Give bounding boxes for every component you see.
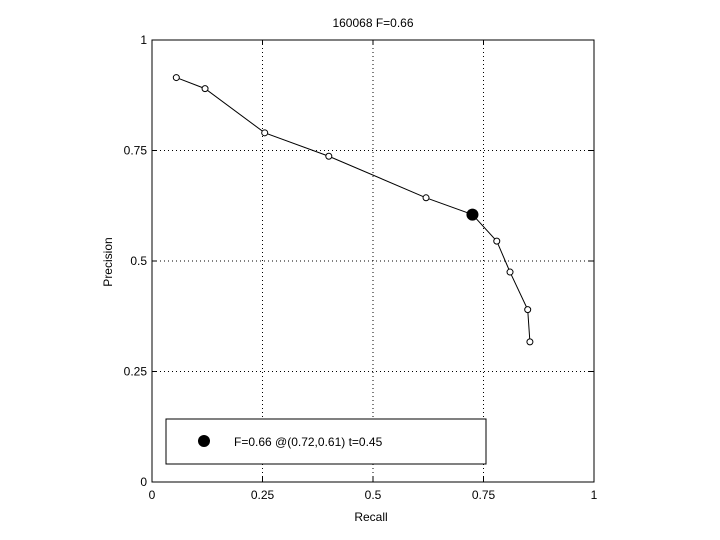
legend: F=0.66 @(0.72,0.61) t=0.45	[165, 418, 487, 465]
legend-label: F=0.66 @(0.72,0.61) t=0.45	[234, 435, 383, 449]
x-tick-label: 0.5	[365, 488, 382, 502]
axis-ticks	[151, 39, 595, 483]
data-point	[526, 338, 534, 346]
y-tick-label: 0	[140, 475, 147, 489]
data-point	[506, 268, 514, 276]
data-point	[172, 74, 180, 82]
grid-lines	[152, 40, 594, 482]
data-point	[493, 237, 501, 245]
y-tick-label: 0.75	[124, 144, 148, 158]
x-tick-label: 0.75	[472, 488, 496, 502]
legend-box	[165, 418, 487, 465]
pr-series	[172, 74, 534, 346]
axis-tick-labels: 0 0.25 0.5 0.75 1 0 0.25 0.5 0.75 1	[124, 33, 598, 502]
data-point	[422, 194, 430, 202]
data-point	[325, 152, 333, 160]
data-point	[524, 306, 532, 314]
x-tick-label: 1	[591, 488, 598, 502]
legend-marker-icon	[198, 435, 210, 447]
x-tick-label: 0	[149, 488, 156, 502]
y-tick-label: 0.5	[130, 254, 147, 268]
data-point	[261, 129, 269, 137]
series-line	[176, 77, 531, 342]
chart-title: 160068 F=0.66	[332, 16, 413, 30]
x-axis-label: Recall	[354, 510, 387, 524]
x-tick-label: 0.25	[251, 488, 275, 502]
y-tick-label: 0.25	[124, 365, 148, 379]
best-f-point	[466, 208, 479, 221]
y-axis-label: Precision	[101, 237, 115, 286]
data-point	[201, 85, 209, 93]
y-tick-label: 1	[140, 33, 147, 47]
